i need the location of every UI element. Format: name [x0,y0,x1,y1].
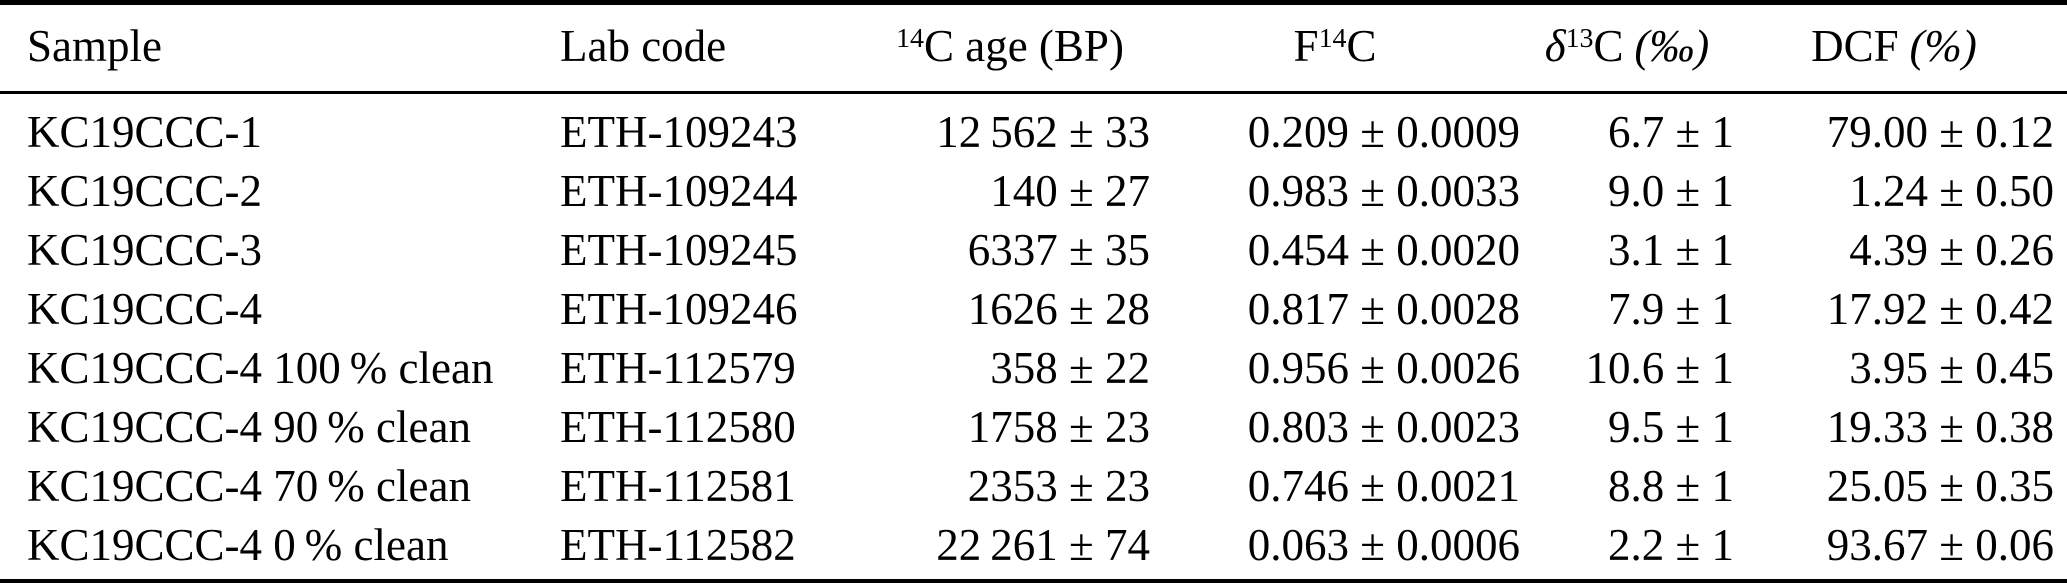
cell-dcf: 93.67 ± 0.06 [1826,520,2054,570]
superscript-14: 14 [1318,23,1347,55]
cell-sample: KC19CCC-1 [27,107,263,157]
table-header-row: Sample Lab code 14C age (BP) F14C δ13C (‰… [0,2,2067,94]
cell-sample: KC19CCC-3 [27,225,263,275]
cell-c14-age: 1626 ± 28 [967,284,1150,334]
cell-f14c: 0.746 ± 0.0021 [1247,461,1520,511]
cell-d13c: 9.0 ± 1 [1608,166,1734,216]
superscript-14: 14 [896,23,924,55]
cell-dcf: 3.95 ± 0.45 [1849,343,2054,393]
table-row: KC19CCC-4 0 % clean ETH-112582 22 261 ± … [0,516,2067,582]
cell-dcf: 1.24 ± 0.50 [1849,166,2054,216]
table-row: KC19CCC-3 ETH-109245 6337 ± 35 0.454 ± 0… [0,221,2067,280]
cell-lab-code: ETH-112582 [560,520,796,570]
cell-d13c: 10.6 ± 1 [1585,343,1734,393]
cell-lab-code: ETH-109243 [560,107,798,157]
cell-f14c: 0.454 ± 0.0020 [1247,225,1520,275]
permil-unit: (‰) [1634,21,1710,71]
cell-f14c: 0.063 ± 0.0006 [1247,520,1520,570]
cell-sample: KC19CCC-4 0 % clean [27,520,449,570]
col-header-d13c: δ13C (‰) [1520,2,1734,94]
cell-dcf: 19.33 ± 0.38 [1826,402,2054,452]
percent-unit: (%) [1909,21,1977,71]
table-row: KC19CCC-4 100 % clean ETH-112579 358 ± 2… [0,339,2067,398]
table-row: KC19CCC-4 ETH-109246 1626 ± 28 0.817 ± 0… [0,280,2067,339]
cell-c14-age: 1758 ± 23 [967,402,1150,452]
cell-c14-age: 6337 ± 35 [967,225,1150,275]
cell-f14c: 0.983 ± 0.0033 [1247,166,1520,216]
cell-f14c: 0.209 ± 0.0009 [1247,107,1520,157]
cell-lab-code: ETH-112579 [560,343,796,393]
cell-dcf: 79.00 ± 0.12 [1826,107,2054,157]
cell-d13c: 9.5 ± 1 [1608,402,1734,452]
col-header-c14-age: 14C age (BP) [870,2,1150,94]
cell-f14c: 0.817 ± 0.0028 [1247,284,1520,334]
cell-c14-age: 358 ± 22 [990,343,1150,393]
cell-sample: KC19CCC-4 [27,284,263,334]
cell-lab-code: ETH-109246 [560,284,798,334]
cell-lab-code: ETH-109244 [560,166,798,216]
table-row: KC19CCC-4 90 % clean ETH-112580 1758 ± 2… [0,398,2067,457]
col-header-lab-code: Lab code [560,2,870,94]
table-row: KC19CCC-1 ETH-109243 12 562 ± 33 0.209 ±… [0,93,2067,163]
cell-lab-code: ETH-112580 [560,402,796,452]
cell-dcf: 4.39 ± 0.26 [1849,225,2054,275]
cell-d13c: 7.9 ± 1 [1608,284,1734,334]
col-header-sample: Sample [0,2,560,94]
cell-f14c: 0.956 ± 0.0026 [1247,343,1520,393]
cell-f14c: 0.803 ± 0.0023 [1247,402,1520,452]
cell-c14-age: 140 ± 27 [990,166,1150,216]
cell-c14-age: 22 261 ± 74 [936,520,1150,570]
cell-d13c: 3.1 ± 1 [1608,225,1734,275]
col-header-dcf: DCF (%) [1734,2,2067,94]
table-row: KC19CCC-4 70 % clean ETH-112581 2353 ± 2… [0,457,2067,516]
cell-d13c: 6.7 ± 1 [1608,107,1734,157]
cell-dcf: 17.92 ± 0.42 [1826,284,2054,334]
cell-sample: KC19CCC-4 70 % clean [27,461,471,511]
cell-sample: KC19CCC-2 [27,166,263,216]
cell-c14-age: 2353 ± 23 [967,461,1150,511]
cell-lab-code: ETH-109245 [560,225,798,275]
cell-d13c: 8.8 ± 1 [1608,461,1734,511]
table-row: KC19CCC-2 ETH-109244 140 ± 27 0.983 ± 0.… [0,162,2067,221]
cell-sample: KC19CCC-4 90 % clean [27,402,471,452]
col-header-f14c: F14C [1150,2,1520,94]
cell-c14-age: 12 562 ± 33 [936,107,1150,157]
superscript-13: 13 [1565,23,1594,55]
cell-d13c: 2.2 ± 1 [1608,520,1734,570]
cell-lab-code: ETH-112581 [560,461,796,511]
cell-dcf: 25.05 ± 0.35 [1826,461,2054,511]
cell-sample: KC19CCC-4 100 % clean [27,343,494,393]
